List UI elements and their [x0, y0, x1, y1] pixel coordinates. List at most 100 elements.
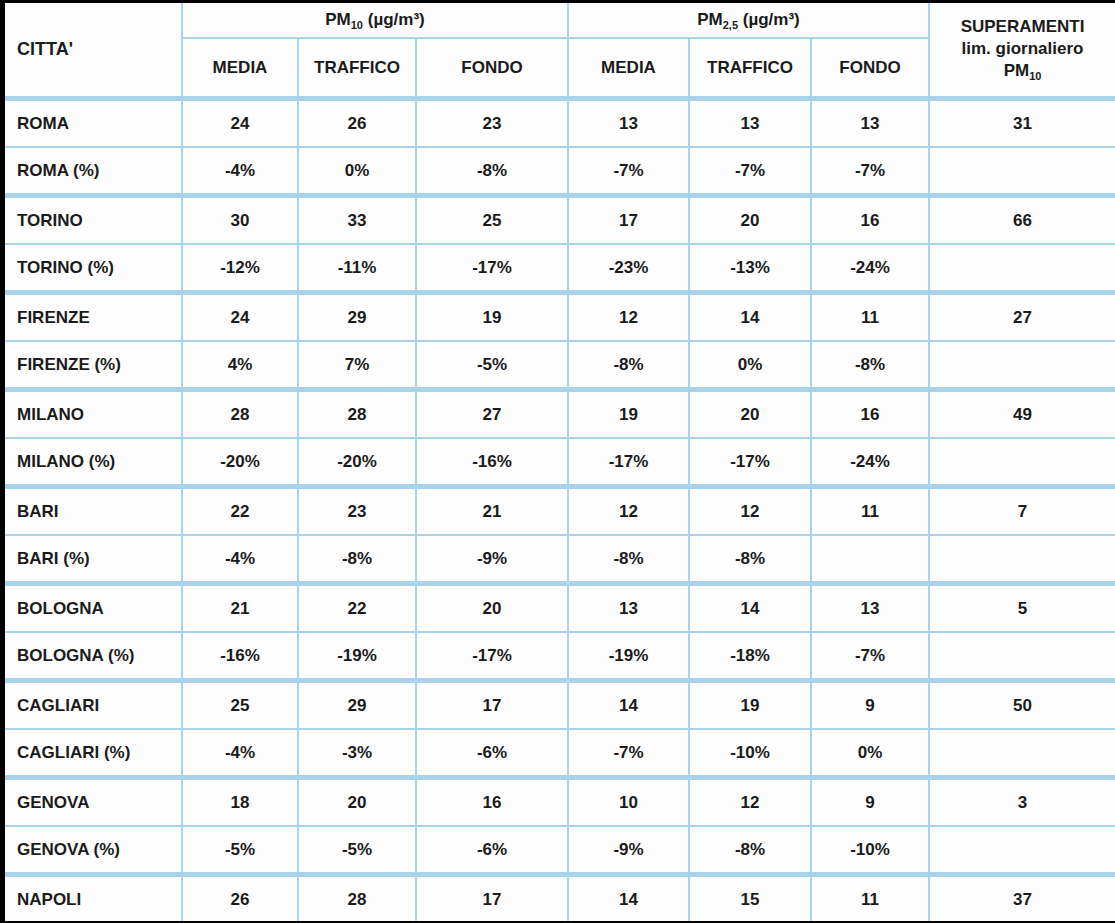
table-row: CAGLIARI (%)-4%-3%-6%-7%-10%0%: [5, 729, 1115, 778]
header-citta: CITTA': [5, 3, 182, 99]
value-cell: 11: [811, 487, 929, 536]
value-cell: -16%: [182, 632, 298, 681]
superamenti-line1: SUPERAMENTI: [930, 16, 1115, 38]
table-row: CAGLIARI2529171419950: [5, 681, 1115, 730]
value-cell: 12: [689, 487, 811, 536]
value-cell: -17%: [416, 244, 568, 293]
pm25-unit: (µg/m³): [738, 10, 800, 29]
value-cell: 24: [182, 99, 298, 148]
value-cell: 29: [298, 293, 416, 342]
value-cell: 17: [416, 681, 568, 730]
city-label: TORINO: [5, 196, 182, 245]
value-cell: 21: [416, 487, 568, 536]
value-cell: 20: [689, 196, 811, 245]
value-cell: 13: [689, 99, 811, 148]
value-cell: 10: [568, 778, 689, 827]
value-cell: -4%: [182, 147, 298, 196]
table-header: CITTA' PM10 (µg/m³) PM2,5 (µg/m³) SUPERA…: [5, 3, 1115, 99]
pm10-unit: (µg/m³): [363, 10, 425, 29]
value-cell: 0%: [811, 729, 929, 778]
city-label: CAGLIARI (%): [5, 729, 182, 778]
value-cell: 5: [929, 584, 1115, 633]
value-cell: 7: [929, 487, 1115, 536]
value-cell: -17%: [568, 438, 689, 487]
value-cell: 22: [298, 584, 416, 633]
value-cell: -24%: [811, 244, 929, 293]
value-cell: -6%: [416, 729, 568, 778]
value-cell: 49: [929, 390, 1115, 439]
value-cell: -5%: [298, 826, 416, 875]
value-cell: [929, 826, 1115, 875]
value-cell: -8%: [689, 535, 811, 584]
value-cell: -8%: [811, 341, 929, 390]
table-row: BOLOGNA (%)-16%-19%-17%-19%-18%-7%: [5, 632, 1115, 681]
table-row: NAPOLI26281714151137: [5, 875, 1115, 922]
value-cell: 15: [689, 875, 811, 922]
value-cell: 12: [689, 778, 811, 827]
value-cell: 22: [182, 487, 298, 536]
pm25-label: PM: [697, 10, 723, 29]
table-row: BARI (%)-4%-8%-9%-8%-8%: [5, 535, 1115, 584]
value-cell: 16: [416, 778, 568, 827]
value-cell: 24: [182, 293, 298, 342]
value-cell: -9%: [416, 535, 568, 584]
city-label: GENOVA (%): [5, 826, 182, 875]
value-cell: 13: [568, 99, 689, 148]
header-pm10-traffico: TRAFFICO: [298, 38, 416, 99]
value-cell: 4%: [182, 341, 298, 390]
value-cell: 25: [416, 196, 568, 245]
city-label: MILANO: [5, 390, 182, 439]
value-cell: -24%: [811, 438, 929, 487]
value-cell: 13: [811, 99, 929, 148]
table-row: GENOVA182016101293: [5, 778, 1115, 827]
value-cell: 12: [568, 487, 689, 536]
header-pm25-media: MEDIA: [568, 38, 689, 99]
value-cell: 0%: [689, 341, 811, 390]
value-cell: -5%: [416, 341, 568, 390]
value-cell: 19: [568, 390, 689, 439]
table-row: TORINO30332517201666: [5, 196, 1115, 245]
table-row: ROMA24262313131331: [5, 99, 1115, 148]
value-cell: 9: [811, 778, 929, 827]
value-cell: -19%: [298, 632, 416, 681]
value-cell: -3%: [298, 729, 416, 778]
header-pm25-fondo: FONDO: [811, 38, 929, 99]
header-pm25-traffico: TRAFFICO: [689, 38, 811, 99]
header-pm10-media: MEDIA: [182, 38, 298, 99]
value-cell: 13: [811, 584, 929, 633]
value-cell: -8%: [568, 341, 689, 390]
city-label: BARI: [5, 487, 182, 536]
city-label: ROMA: [5, 99, 182, 148]
value-cell: 13: [568, 584, 689, 633]
city-label: TORINO (%): [5, 244, 182, 293]
value-cell: 19: [689, 681, 811, 730]
header-pm10-group: PM10 (µg/m³): [182, 3, 568, 38]
value-cell: 28: [298, 875, 416, 922]
city-label: MILANO (%): [5, 438, 182, 487]
table-row: FIRENZE24291912141127: [5, 293, 1115, 342]
city-label: FIRENZE (%): [5, 341, 182, 390]
pm25-subscript: 2,5: [723, 19, 738, 31]
value-cell: [811, 535, 929, 584]
value-cell: -4%: [182, 535, 298, 584]
value-cell: 11: [811, 875, 929, 922]
value-cell: -9%: [568, 826, 689, 875]
value-cell: [929, 535, 1115, 584]
air-quality-table-container: CITTA' PM10 (µg/m³) PM2,5 (µg/m³) SUPERA…: [5, 3, 1115, 921]
value-cell: -16%: [416, 438, 568, 487]
value-cell: -18%: [689, 632, 811, 681]
value-cell: -6%: [416, 826, 568, 875]
value-cell: 29: [298, 681, 416, 730]
value-cell: 18: [182, 778, 298, 827]
value-cell: 20: [298, 778, 416, 827]
value-cell: 3: [929, 778, 1115, 827]
table-row: GENOVA (%)-5%-5%-6%-9%-8%-10%: [5, 826, 1115, 875]
value-cell: -17%: [416, 632, 568, 681]
pm10-subscript: 10: [351, 19, 363, 31]
value-cell: -17%: [689, 438, 811, 487]
value-cell: 17: [416, 875, 568, 922]
value-cell: [929, 438, 1115, 487]
value-cell: 20: [416, 584, 568, 633]
value-cell: 31: [929, 99, 1115, 148]
value-cell: 11: [811, 293, 929, 342]
